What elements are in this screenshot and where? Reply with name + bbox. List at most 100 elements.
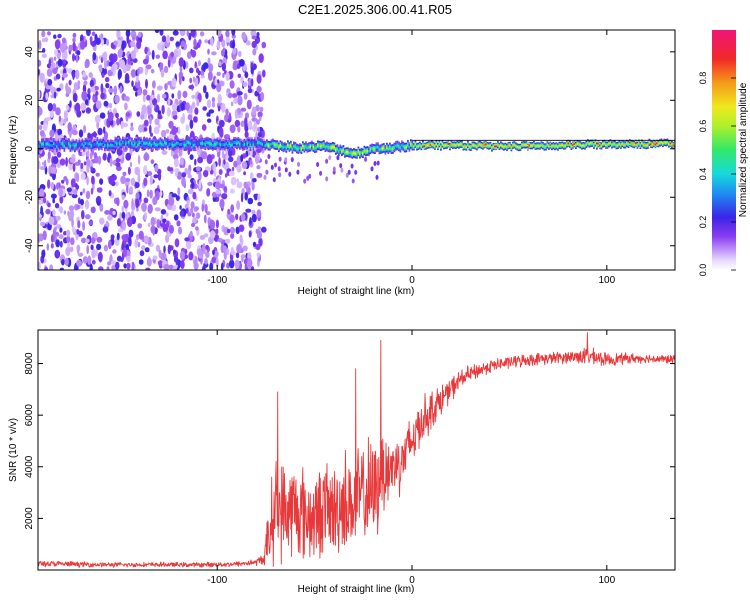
noise-speckle xyxy=(156,93,161,103)
noise-speckle xyxy=(126,262,131,270)
ridge-cell xyxy=(495,145,498,148)
noise-speckle xyxy=(249,159,253,165)
ridge-cell xyxy=(230,143,232,147)
noise-speckle xyxy=(92,52,97,61)
ridge-cell xyxy=(297,147,300,151)
ridge-cell xyxy=(122,140,124,144)
noise-speckle xyxy=(257,111,263,118)
ridge-cell xyxy=(492,145,495,148)
noise-speckle xyxy=(143,119,149,127)
noise-speckle xyxy=(256,172,263,178)
noise-speckle xyxy=(149,116,152,125)
noise-speckle xyxy=(178,149,183,157)
noise-speckle xyxy=(135,91,138,97)
ridge-cell xyxy=(656,142,658,145)
ridge-cell xyxy=(339,148,342,151)
figure-title: C2E1.2025.306.00.41.R05 xyxy=(298,2,452,17)
ridge-cell xyxy=(125,142,127,146)
noise-speckle xyxy=(161,35,167,43)
ridge-cell xyxy=(318,144,321,147)
ridge-cell xyxy=(80,143,82,147)
ridge-cell xyxy=(506,146,508,149)
noise-speckle xyxy=(157,171,162,181)
ridge-cell xyxy=(353,151,355,155)
noise-speckle xyxy=(117,68,122,79)
noise-speckle xyxy=(151,94,154,100)
ridge-cell xyxy=(42,142,45,146)
noise-speckle xyxy=(227,208,231,215)
ridge-cell xyxy=(150,143,153,147)
noise-speckle xyxy=(168,264,175,270)
noise-speckle xyxy=(195,212,201,219)
ridge-cell xyxy=(503,146,505,148)
ridge-cell xyxy=(512,144,514,147)
ridge-cell xyxy=(213,142,216,146)
ridge-cell xyxy=(308,145,310,149)
snr-x-ticks: -100 0 100 xyxy=(207,330,616,586)
ridge-cell xyxy=(591,142,594,145)
noise-speckle xyxy=(38,200,43,205)
ridge-cell xyxy=(518,146,520,149)
ridge-cell xyxy=(392,147,394,151)
ridge-cell xyxy=(369,148,372,151)
noise-speckle xyxy=(108,53,115,63)
noise-speckle xyxy=(89,263,93,270)
noise-speckle xyxy=(96,200,101,206)
noise-speckle xyxy=(50,166,57,174)
noise-speckle xyxy=(172,114,178,120)
ridge-cell xyxy=(312,145,315,149)
noise-speckle xyxy=(47,151,51,160)
noise-speckle xyxy=(207,57,211,65)
noise-speckle xyxy=(180,40,186,48)
noise-speckle xyxy=(218,119,225,128)
noise-speckle xyxy=(53,91,57,99)
ridge-cell xyxy=(590,142,592,145)
ridge-cell xyxy=(50,143,52,147)
noise-speckle xyxy=(104,59,107,70)
noise-speckle xyxy=(171,103,178,111)
noise-speckle xyxy=(244,112,250,119)
snr-y-label: SNR (10 * v/v) xyxy=(8,418,19,482)
noise-speckle xyxy=(155,244,161,252)
noise-speckle xyxy=(206,99,212,108)
noise-speckle xyxy=(192,76,196,83)
noise-speckle xyxy=(233,160,238,168)
noise-speckle xyxy=(257,126,261,134)
noise-speckle xyxy=(100,83,104,93)
ridge-cell xyxy=(380,147,382,151)
noise-speckle xyxy=(223,226,229,236)
ridge-cell xyxy=(666,141,669,144)
noise-speckle xyxy=(116,39,122,48)
ridge-cell xyxy=(468,145,471,148)
noise-speckle xyxy=(45,208,51,215)
ridge-cell xyxy=(623,143,625,146)
noise-speckle xyxy=(91,175,95,185)
noise-speckle xyxy=(180,260,185,270)
noise-speckle xyxy=(55,249,60,258)
noise-speckle xyxy=(176,220,181,227)
ridge-cell xyxy=(660,141,663,144)
noise-speckle xyxy=(159,30,164,36)
ridge-cell xyxy=(68,142,70,146)
snr-x-label: Height of straight line (km) xyxy=(298,584,415,595)
noise-speckle xyxy=(75,69,80,80)
noise-speckle xyxy=(48,165,51,176)
noise-speckle xyxy=(221,150,225,159)
ridge-cell xyxy=(263,142,265,146)
ridge-cell xyxy=(438,142,441,145)
noise-speckle xyxy=(186,51,192,59)
ridge-cell xyxy=(531,144,534,147)
ridge-cell xyxy=(314,146,316,150)
noise-speckle xyxy=(89,79,95,88)
noise-speckle xyxy=(104,131,108,141)
noise-speckle xyxy=(168,197,175,206)
ridge-cell xyxy=(465,146,468,149)
noise-speckle xyxy=(129,162,133,167)
noise-speckle xyxy=(38,124,43,131)
ridge-cell xyxy=(378,148,381,151)
noise-speckle xyxy=(303,178,307,184)
noise-speckle xyxy=(187,147,191,155)
ridge-cell xyxy=(572,144,574,147)
colorbar-label: Normalized spectral amplitude xyxy=(738,82,749,217)
noise-speckle xyxy=(258,237,263,247)
